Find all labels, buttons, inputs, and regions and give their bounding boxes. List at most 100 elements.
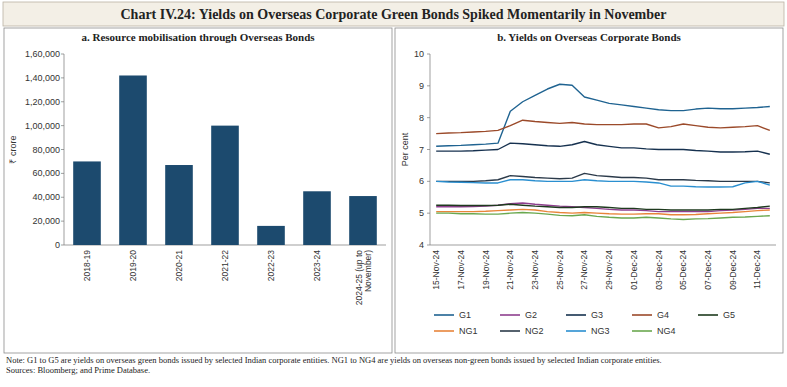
x-tick-label: 27-Nov-24 (579, 250, 589, 290)
y-tick (61, 125, 64, 126)
legend: G1G2G3G4G5NG1NG2NG3NG4 (434, 310, 735, 336)
y-tick-label: 1,60,000 (25, 49, 60, 59)
x-tick-label: 25-Nov-24 (555, 250, 565, 290)
y-tick-label: 80,000 (32, 145, 60, 155)
x-tick-label-line: 2020-21 (174, 250, 184, 281)
x-tick-label: 2023-24 (312, 250, 322, 281)
marks (436, 84, 770, 219)
y-axis-label: Per cent (400, 132, 410, 166)
bar (211, 126, 239, 245)
x-tick-label-line: 17-Nov-24 (456, 250, 466, 290)
x-tick-label: 2019-20 (128, 250, 138, 281)
x-tick-label: 15-Nov-24 (431, 250, 441, 290)
x-tick-label-line: 2018-19 (82, 250, 92, 281)
x-tick-label: 2021-22 (220, 250, 230, 281)
y-tick (427, 245, 430, 246)
bar (73, 161, 101, 245)
y-tick (61, 173, 64, 174)
x-tick-label-line: 19-Nov-24 (481, 250, 491, 290)
legend-label: NG1 (459, 326, 478, 336)
y-tick-label: 1,40,000 (25, 73, 60, 83)
x-tick-label: 09-Dec-24 (728, 250, 738, 290)
y-tick-label: 4 (419, 240, 424, 250)
x-tick-label: 11-Dec-24 (752, 250, 762, 289)
legend-label: G5 (723, 310, 735, 320)
y-tick (427, 117, 430, 118)
legend-swatch (632, 314, 652, 316)
x-tick-label-line: 09-Dec-24 (728, 250, 738, 290)
x-tick-label-line: 2021-22 (220, 250, 230, 281)
y-tick-label: 1,20,000 (25, 97, 60, 107)
x-tick-label-line: 05-Dec-24 (678, 250, 688, 290)
title-band (3, 2, 784, 26)
bar (119, 75, 147, 245)
legend-swatch (566, 330, 586, 332)
x-tick-label: 2022-23 (266, 250, 276, 281)
x-tick-label-line: 2023-24 (312, 250, 322, 281)
x-tick-label-line: 2022-23 (266, 250, 276, 281)
marks (73, 75, 377, 245)
y-tick (61, 197, 64, 198)
x-tick-label: 23-Nov-24 (530, 250, 540, 290)
series-line (436, 142, 770, 155)
y-tick-label: 40,000 (32, 192, 60, 202)
x-tick-label-line: 15-Nov-24 (431, 250, 441, 290)
chart-canvas: Chart IV.24: Yields on Overseas Corporat… (0, 0, 787, 387)
y-tick-label: 10 (414, 49, 424, 59)
series-line (436, 213, 770, 220)
y-tick (427, 181, 430, 182)
panel-title: b. Yields on Overseas Corporate Bonds (497, 31, 681, 43)
legend-label: NG4 (657, 326, 676, 336)
y-tick (61, 77, 64, 78)
bar (349, 196, 377, 245)
x-tick-label: 17-Nov-24 (456, 250, 466, 290)
panel-frame (395, 28, 783, 353)
x-tick-label-line: 2024-25 (up to (354, 250, 364, 306)
bar (165, 165, 193, 245)
y-tick (427, 213, 430, 214)
x-tick-label-line: 03-Dec-24 (654, 250, 664, 290)
x-tick-label: 2024-25 (up toNovember) (354, 250, 374, 306)
panel-bar: a. Resource mobilisation through Oversea… (4, 28, 392, 353)
series-line (436, 204, 770, 210)
legend-swatch (434, 330, 454, 332)
legend-label: G1 (459, 310, 471, 320)
legend-label: NG3 (591, 326, 610, 336)
y-tick-label: 9 (419, 81, 424, 91)
page: Chart IV.24: Yields on Overseas Corporat… (0, 0, 787, 387)
legend-swatch (632, 330, 652, 332)
x-tick-label: 03-Dec-24 (654, 250, 664, 290)
y-axis-label: ₹ crore (8, 135, 18, 163)
y-tick (61, 54, 64, 55)
note-text: Note: G1 to G5 are yields on overseas gr… (6, 355, 782, 365)
series-line (436, 120, 770, 133)
series-line (436, 203, 770, 212)
y-tick (427, 54, 430, 55)
x-tick-label-line: 11-Dec-24 (752, 250, 762, 289)
y-tick-label: 60,000 (32, 168, 60, 178)
legend-label: G4 (657, 310, 669, 320)
x-tick-label: 21-Nov-24 (505, 250, 515, 290)
x-tick-label: 07-Dec-24 (703, 250, 713, 290)
x-tick-label-line: 2019-20 (128, 250, 138, 281)
y-tick-label: 20,000 (32, 216, 60, 226)
sources-text: Sources: Bloomberg; and Prime Database. (6, 365, 782, 375)
legend-swatch (434, 314, 454, 316)
x-tick-label: 01-Dec-24 (629, 250, 639, 290)
chart-title: Chart IV.24: Yields on Overseas Corporat… (121, 7, 667, 22)
x-axis-line (430, 245, 776, 246)
x-tick-label: 29-Nov-24 (604, 250, 614, 290)
legend-swatch (500, 314, 520, 316)
y-tick (61, 221, 64, 222)
y-tick-label: 0 (55, 240, 60, 250)
y-tick (427, 149, 430, 150)
legend-label: NG2 (525, 326, 544, 336)
panel-title: a. Resource mobilisation through Oversea… (81, 31, 315, 43)
x-tick-label-line: 23-Nov-24 (530, 250, 540, 290)
y-tick (61, 149, 64, 150)
x-tick-label: 2018-19 (82, 250, 92, 281)
x-tick-label-line: 07-Dec-24 (703, 250, 713, 290)
x-tick-label-line: 29-Nov-24 (604, 250, 614, 290)
x-tick-label-line: November) (363, 250, 373, 292)
y-axis-line (64, 54, 65, 245)
